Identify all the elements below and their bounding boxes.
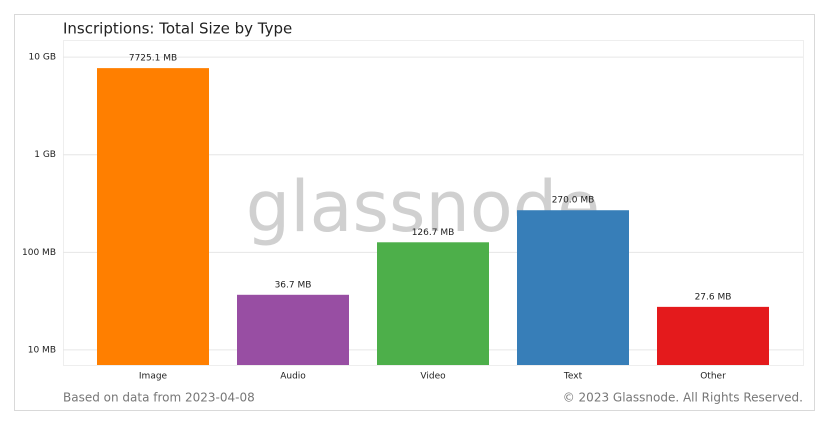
y-tick-label: 10 GB: [29, 53, 56, 63]
chart-title: Inscriptions: Total Size by Type: [63, 20, 292, 38]
bar: [97, 68, 209, 366]
value-label: 126.7 MB: [412, 228, 455, 238]
x-tick-label: Other: [700, 372, 726, 382]
value-label: 36.7 MB: [275, 280, 312, 290]
value-label: 7725.1 MB: [129, 54, 177, 64]
x-tick-label: Audio: [280, 372, 306, 382]
y-tick-label: 100 MB: [22, 248, 56, 258]
x-tick-label: Image: [139, 372, 168, 382]
plot-area: [63, 40, 804, 366]
footnote: Based on data from 2023-04-08: [63, 391, 255, 405]
x-tick-label: Video: [420, 372, 446, 382]
y-tick-label: 10 MB: [28, 345, 56, 355]
value-label: 27.6 MB: [695, 292, 732, 302]
bar: [657, 306, 769, 365]
bar: [377, 242, 489, 365]
y-tick-label: 1 GB: [34, 150, 56, 160]
bar: [237, 294, 349, 365]
copyright: © 2023 Glassnode. All Rights Reserved.: [563, 391, 803, 405]
value-label: 270.0 MB: [552, 196, 595, 206]
x-tick-label: Text: [563, 372, 583, 382]
bar: [517, 210, 629, 365]
